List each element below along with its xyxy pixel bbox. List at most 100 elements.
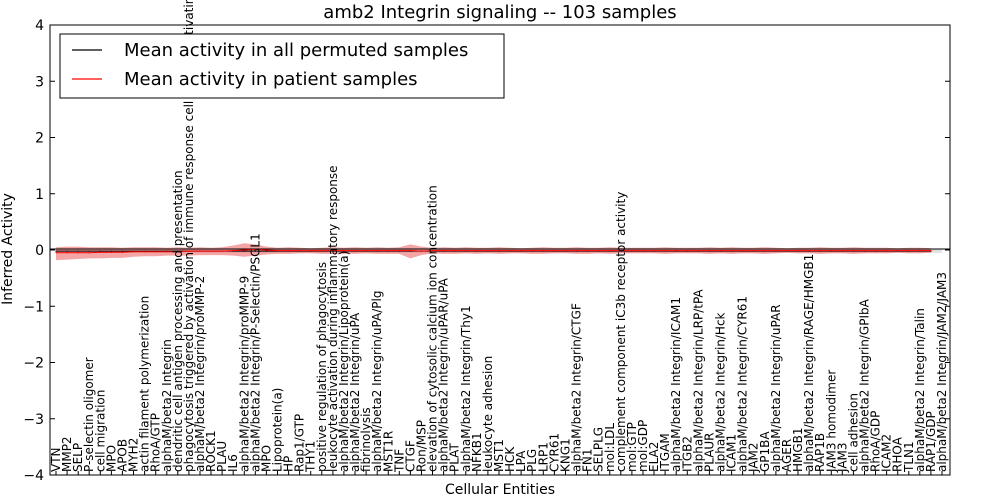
series-point-patient [420, 250, 423, 252]
x-tick-label: dendritic cell antigen processing and pr… [171, 170, 185, 472]
x-tick-label: NFKB1 [470, 432, 484, 472]
x-tick-label: HCK [503, 446, 517, 472]
x-tick-label: RAP1B [813, 433, 827, 472]
series-point-permuted [77, 250, 79, 252]
x-tick-label: mol:GDP [636, 420, 650, 472]
series-point-patient [742, 250, 744, 252]
x-tick-label: complement component iC3b receptor activ… [614, 192, 628, 472]
x-tick-label: PLAU [215, 441, 229, 472]
series-point-patient [609, 250, 611, 252]
x-tick-label: CYR61 [547, 433, 561, 472]
series-point-patient [387, 250, 389, 252]
series-point-patient [99, 251, 101, 253]
series-point-patient [587, 250, 589, 252]
x-tick-label: alphaM/beta2 Integrin/Thy1 [459, 305, 473, 472]
series-point-permuted [121, 250, 123, 252]
y-tick-label: −2 [23, 356, 44, 372]
series-point-patient [177, 251, 179, 253]
x-tick-label: Lipoprotein(a) [271, 388, 285, 472]
x-tick-label: MPO [104, 445, 118, 472]
series-point-patient [343, 250, 345, 252]
x-tick-label: HP [282, 456, 296, 472]
x-tick-label: FN1 [581, 448, 595, 472]
series-point-patient [210, 250, 212, 252]
series-point-patient [830, 250, 832, 252]
series-point-patient [188, 250, 190, 252]
series-point-patient [121, 251, 123, 253]
series-point-patient [254, 248, 256, 250]
y-tick-label: 3 [35, 74, 44, 90]
x-tick-label: cell migration [93, 390, 107, 472]
x-tick-label: LPA [514, 450, 528, 472]
x-tick-label: alphaM/beta2 Integrin/uPAR/uPA [437, 277, 451, 472]
y-tick-label: −4 [23, 468, 44, 484]
x-tick-label: MST1 [492, 439, 506, 472]
x-tick-label: THY1 [304, 441, 318, 473]
x-tick-label: alphaM/beta2 Integrin/Lipoprotein(a) [337, 251, 351, 472]
x-tick-label: alphaM/beta2 Integrin/CYR61 [736, 296, 750, 472]
series-point-patient [77, 252, 79, 254]
series-point-permuted [99, 250, 101, 252]
series-point-patient [55, 252, 57, 254]
series-point-patient [299, 250, 301, 252]
series-point-patient [620, 250, 622, 252]
series-point-patient [553, 250, 556, 252]
x-tick-label: AGER [780, 439, 794, 472]
x-tick-label: ELA2 [647, 442, 661, 472]
series-point-patient [564, 250, 567, 252]
series-point-patient [819, 250, 821, 252]
x-tick-label: alphaM/beta2 Integrin/RAGE/HMGB1 [802, 254, 816, 472]
legend: Mean activity in all permuted samples Me… [59, 33, 505, 99]
x-tick-label: alphaM/beta2 Integrin/uPA [348, 312, 362, 472]
x-tick-label: leukocyte activation during inflammatory… [326, 165, 340, 472]
series-point-patient [487, 250, 489, 252]
series-point-patient [653, 250, 655, 252]
y-tick-label: 0 [35, 243, 44, 259]
x-tick-label: RAP1/GDP [924, 411, 938, 472]
y-tick-label: 2 [35, 131, 44, 147]
x-tick-label: APOB [115, 439, 129, 472]
series-point-patient [476, 250, 478, 252]
series-point-patient [376, 250, 378, 252]
x-tick-label: TNF [392, 449, 406, 473]
series-point-patient [719, 250, 722, 252]
series-point-patient [786, 250, 788, 252]
series-point-patient [675, 250, 677, 252]
x-tick-label: leukocyte adhesion [481, 356, 495, 472]
series-point-patient [288, 250, 290, 252]
patient-band-layer [56, 243, 931, 261]
series-point-patient [520, 250, 522, 252]
x-tick-label: VTN [49, 447, 63, 472]
series-point-patient [542, 250, 544, 252]
series-point-patient [166, 251, 168, 253]
x-tick-label: PLAUR [702, 432, 716, 472]
legend-label-patient: Mean activity in patient samples [124, 69, 418, 90]
x-tick-label: JAM2 [747, 442, 761, 473]
series-point-patient [897, 250, 899, 252]
x-tick-label: alphaM/beta2 Integrin/LRP/tPA [691, 289, 705, 472]
x-tick-label: PLAT [448, 443, 462, 472]
series-point-patient [265, 249, 267, 251]
series-point-patient [443, 250, 445, 252]
tick-layer: −4 −3 −2 −1 0 1 2 3 4 [23, 18, 950, 484]
series-point-patient [808, 250, 810, 252]
x-tick-label: KNG1 [559, 438, 573, 472]
y-tick-label: 4 [35, 18, 44, 34]
series-point-permuted [243, 250, 245, 252]
x-tick-label: MPO [259, 445, 273, 472]
series-point-patient [232, 250, 234, 252]
x-tick-label: ITGB2 [680, 436, 694, 472]
series-point-patient [886, 250, 888, 252]
series-point-patient [697, 250, 699, 252]
x-tick-label: alphaM/beta2 Integrin/proMMP-2 [193, 276, 207, 472]
series-line-patient [56, 248, 931, 254]
x-tick-label: alphaM/beta2 Integrin/Hck [714, 312, 728, 472]
x-tick-label: ICAM1 [725, 434, 739, 472]
series-point-patient [454, 250, 456, 252]
series-point-patient [852, 250, 855, 252]
series-point-patient [66, 252, 68, 254]
series-point-patient [409, 250, 411, 252]
series-point-patient [631, 250, 633, 252]
x-tick-label: alphaM/beta2 Integrin/Talin [913, 308, 927, 472]
x-tick-label: SELP [71, 443, 85, 472]
